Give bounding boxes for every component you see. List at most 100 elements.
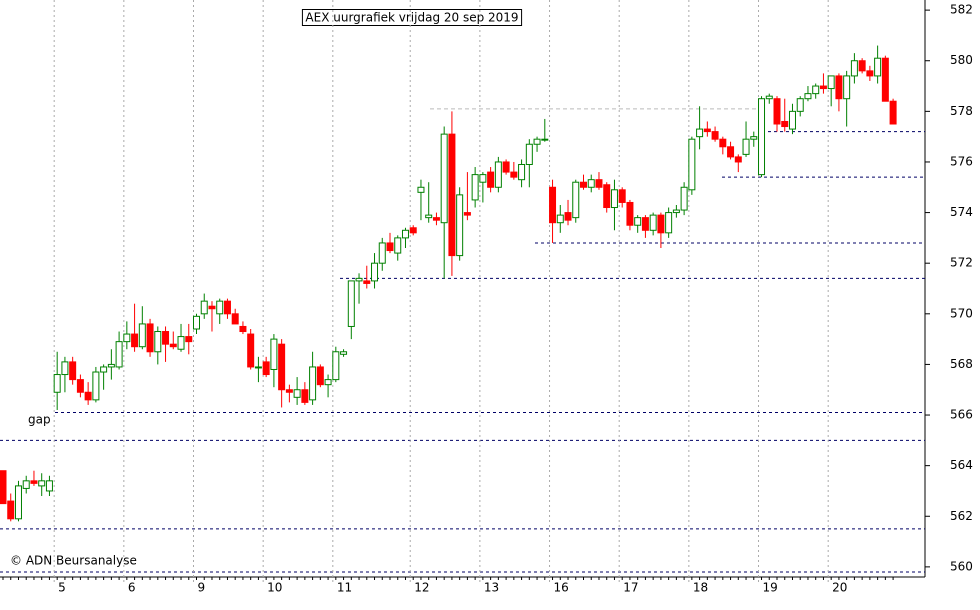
candle-body	[417, 186, 425, 193]
candle-body	[107, 363, 115, 368]
candle-body	[858, 60, 866, 72]
x-tick-label: 12	[414, 581, 429, 595]
candle-body	[889, 100, 897, 125]
candle-body	[765, 95, 773, 100]
y-tick-label: 566	[950, 408, 973, 422]
candle-body	[239, 325, 247, 333]
candle-body	[247, 333, 255, 368]
candle-body	[53, 374, 61, 393]
candle-body	[309, 366, 317, 401]
candle-body	[223, 300, 231, 315]
candle-body	[758, 98, 766, 176]
candle-body	[231, 313, 239, 325]
candle-body	[595, 179, 603, 188]
candle-body	[773, 98, 781, 125]
x-tick-label: 20	[832, 581, 847, 595]
candle-body	[440, 133, 448, 224]
candle-body	[494, 161, 502, 188]
candle-body	[502, 161, 510, 173]
candle-body	[177, 336, 185, 350]
y-tick-label: 582	[950, 3, 973, 17]
candle-body	[510, 171, 518, 178]
candle-body	[76, 379, 84, 393]
x-tick-label: 13	[484, 581, 499, 595]
x-tick-label: 11	[337, 581, 352, 595]
copyright: © ADN Beursanalyse	[10, 554, 137, 568]
candle-body	[580, 181, 587, 188]
y-tick-label: 576	[950, 154, 973, 168]
candle-body	[541, 138, 549, 141]
candle-body	[812, 85, 820, 95]
y-tick-label: 564	[950, 458, 973, 472]
candle-body	[270, 338, 278, 370]
candle-body	[69, 361, 77, 381]
candle-body	[425, 214, 433, 219]
candle-body	[92, 371, 100, 401]
x-tick-label: 19	[763, 581, 778, 595]
annotation: gap	[28, 413, 51, 427]
candle-body	[432, 217, 440, 221]
candle-body	[45, 480, 53, 492]
candle-body	[371, 262, 379, 282]
y-tick-label: 578	[950, 104, 973, 118]
candle-body	[572, 181, 580, 219]
candle-body	[38, 480, 46, 487]
candle-body	[804, 93, 812, 100]
candle-body	[347, 280, 355, 327]
candle-body	[131, 333, 139, 348]
y-tick-label: 574	[950, 205, 973, 219]
candle-body	[115, 341, 123, 368]
candle-body	[866, 70, 874, 77]
candle-body	[881, 57, 889, 102]
candle-body	[146, 323, 154, 353]
candle-body	[649, 214, 657, 231]
candle-body	[781, 120, 789, 128]
candle-body	[30, 480, 38, 484]
y-tick-label: 568	[950, 357, 973, 371]
candle-body	[285, 389, 293, 393]
x-tick-label: 10	[267, 581, 282, 595]
candle-body	[154, 331, 162, 353]
x-tick-label: 18	[693, 581, 708, 595]
candle-body	[618, 189, 626, 203]
candle-body	[750, 136, 758, 140]
x-tick-label: 5	[58, 581, 66, 595]
candle-body	[634, 217, 642, 226]
candle-body	[641, 217, 649, 231]
y-tick-label: 560	[950, 559, 973, 573]
candle-body	[0, 470, 7, 505]
candle-body	[518, 163, 526, 181]
chart-title: AEX uurgrafiek vrijdag 20 sep 2019	[305, 11, 518, 25]
candle-body	[603, 184, 611, 209]
x-tick-label: 9	[198, 581, 206, 595]
candle-body	[734, 156, 742, 163]
candle-body	[193, 315, 200, 330]
candle-body	[200, 300, 208, 315]
candle-body	[556, 214, 564, 224]
candle-body	[788, 110, 796, 130]
candle-body	[14, 485, 22, 520]
candle-body	[7, 500, 15, 520]
candle-body	[324, 379, 332, 386]
x-tick-label: 17	[623, 581, 638, 595]
x-tick-label: 16	[554, 581, 569, 595]
y-tick-label: 572	[950, 256, 973, 270]
candle-body	[525, 143, 533, 165]
candle-body	[332, 351, 340, 381]
candle-body	[409, 227, 417, 234]
candle-body	[874, 57, 882, 77]
candle-body	[719, 138, 727, 148]
candle-body	[672, 209, 680, 214]
candle-body	[463, 212, 471, 216]
candle-body	[688, 138, 696, 191]
candle-body	[626, 201, 634, 226]
candle-body	[471, 174, 479, 201]
candle-body	[394, 237, 402, 254]
candle-body	[378, 242, 386, 264]
candle-body	[727, 146, 735, 158]
y-tick-label: 570	[950, 306, 973, 320]
candle-body	[796, 98, 804, 112]
candle-body	[819, 85, 827, 90]
